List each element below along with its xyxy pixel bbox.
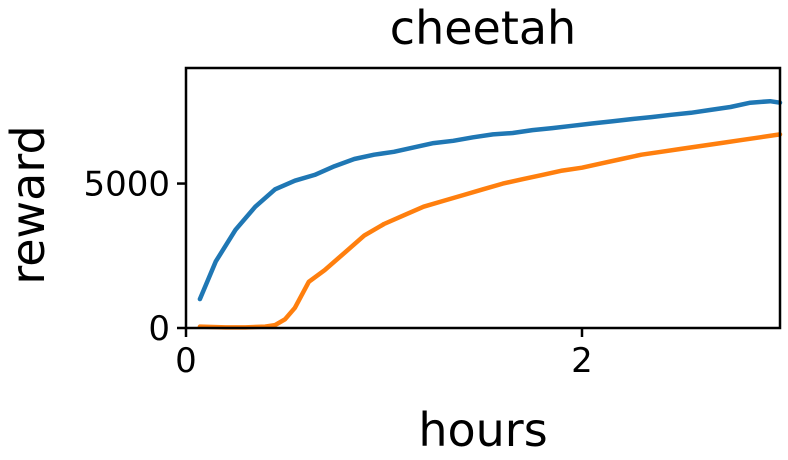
series-line-2 [197,132,783,330]
x-tick-label: 0 [175,341,197,381]
x-tick-label: 2 [571,341,593,381]
plot-area-frame [184,66,782,330]
series-lines [197,98,783,330]
y-tick-label: 0 [148,309,170,349]
chart-title: cheetah [390,1,576,55]
axis-ticks: 0 2 0 5000 [83,165,592,381]
x-axis-label: hours [418,403,547,457]
y-tick-label: 5000 [83,165,170,205]
y-axis-label: reward [1,125,55,284]
series-line-1 [197,98,783,302]
